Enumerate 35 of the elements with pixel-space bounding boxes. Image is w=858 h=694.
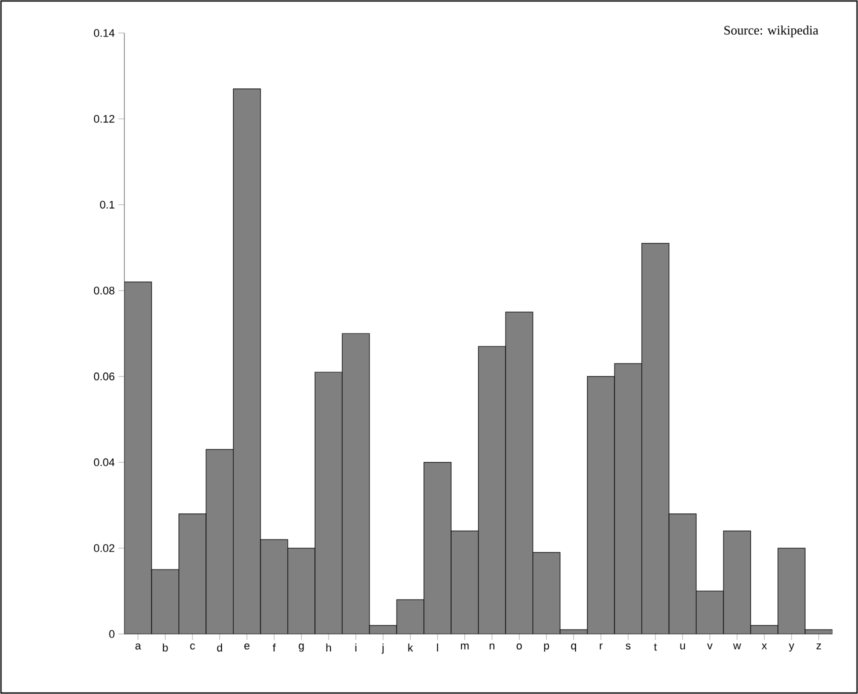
x-tick-label: g [298, 644, 304, 652]
x-tick-label: f [272, 644, 276, 652]
x-tick-label: b [162, 644, 168, 652]
x-tick-label: z [816, 644, 821, 650]
x-tick-label: j [382, 644, 384, 654]
y-tick-label: 0.02 [94, 544, 114, 552]
x-tick-label: v [707, 644, 713, 650]
y-tick-label: 0.1 [100, 200, 114, 209]
y-tick-label: 0.04 [94, 458, 115, 466]
y-tick-label: 0 [109, 630, 114, 638]
x-tick-label: n [490, 644, 494, 650]
x-tick-label: c [190, 644, 195, 650]
x-tick-label: o [516, 644, 522, 650]
y-tick-label: 0.08 [94, 286, 114, 294]
x-tick-label: m [460, 644, 469, 650]
x-tick-label: l [437, 644, 438, 652]
y-tick-label: 0.12 [94, 114, 114, 123]
x-tick-label: k [408, 644, 414, 652]
x-tick-label: e [244, 644, 250, 650]
x-tick-label: y [788, 644, 794, 652]
x-tick-label: t [654, 644, 657, 651]
x-tick-label: p [544, 644, 550, 652]
x-tick-label: i [355, 644, 356, 652]
x-tick-label: w [733, 644, 742, 650]
y-tick-label: 0.14 [94, 29, 115, 37]
x-tick-label: s [626, 644, 630, 650]
x-tick-label: h [326, 644, 331, 652]
x-tick-label: r [600, 644, 603, 650]
x-tick-label: q [571, 644, 576, 652]
y-tick-label: 0.06 [94, 372, 114, 380]
x-tick-label: u [680, 644, 685, 650]
annotation: Source: wikipedia [724, 26, 818, 38]
x-tick-label: d [217, 644, 222, 652]
x-tick-label: x [762, 644, 767, 650]
x-tick-label: a [135, 644, 142, 650]
